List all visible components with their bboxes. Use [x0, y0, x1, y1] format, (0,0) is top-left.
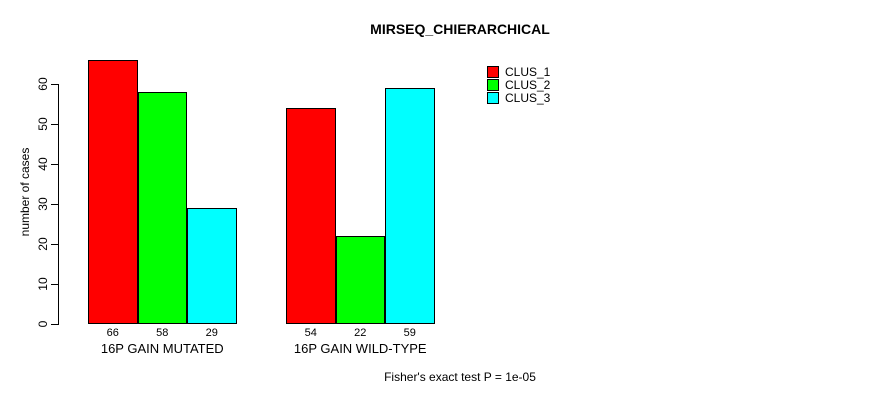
bar-value-label: 59: [403, 327, 416, 339]
legend-swatch-clus_3: [487, 92, 499, 104]
legend-label: CLUS_3: [505, 91, 551, 105]
y-tick-label: 0: [36, 320, 50, 328]
legend-row-clus_3: CLUS_3: [487, 92, 550, 105]
legend-row-clus_1: CLUS_1: [487, 66, 550, 79]
y-tick-mark: [51, 244, 58, 245]
bar-value-label: 22: [354, 327, 367, 339]
bar-clus_1-1: [88, 60, 138, 324]
group-label: 16P GAIN WILD-TYPE: [293, 341, 427, 356]
y-tick-label: 20: [36, 237, 50, 251]
chart-title: MIRSEQ_CHIERARCHICAL: [370, 21, 550, 37]
bar-value-label: 58: [156, 327, 169, 339]
legend: CLUS_1 CLUS_2 CLUS_3: [487, 66, 550, 105]
bar-clus_3-2: [385, 88, 435, 324]
bar-clus_1-2: [286, 108, 336, 324]
bar-clus_2-1: [137, 92, 187, 324]
bar-clus_3-1: [187, 208, 237, 324]
bar-value-label: 29: [205, 327, 218, 339]
bar-clus_2-2: [335, 236, 385, 324]
y-tick-mark: [51, 324, 58, 325]
group-label: 16P GAIN MUTATED: [100, 341, 224, 356]
y-tick-label: 10: [36, 277, 50, 291]
footer-annotation: Fisher's exact test P = 1e-05: [384, 370, 536, 384]
y-tick-mark: [51, 204, 58, 205]
y-tick-mark: [51, 84, 58, 85]
y-tick-mark: [51, 124, 58, 125]
legend-swatch-clus_2: [487, 79, 499, 91]
y-tick-mark: [51, 284, 58, 285]
y-tick-label: 30: [36, 197, 50, 211]
y-tick-label: 40: [36, 157, 50, 171]
legend-row-clus_2: CLUS_2: [487, 79, 550, 92]
bar-value-label: 54: [304, 327, 317, 339]
legend-label: CLUS_2: [505, 78, 551, 92]
y-axis-line: [58, 84, 59, 325]
y-tick-mark: [51, 164, 58, 165]
legend-swatch-clus_1: [487, 66, 499, 78]
y-tick-label: 60: [36, 77, 50, 91]
bar-value-label: 66: [106, 327, 119, 339]
legend-label: CLUS_1: [505, 65, 551, 79]
y-tick-label: 50: [36, 117, 50, 131]
